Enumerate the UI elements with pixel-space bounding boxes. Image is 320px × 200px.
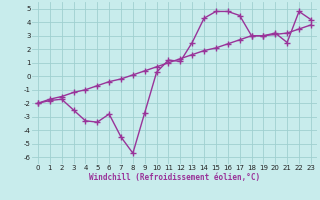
X-axis label: Windchill (Refroidissement éolien,°C): Windchill (Refroidissement éolien,°C) (89, 173, 260, 182)
